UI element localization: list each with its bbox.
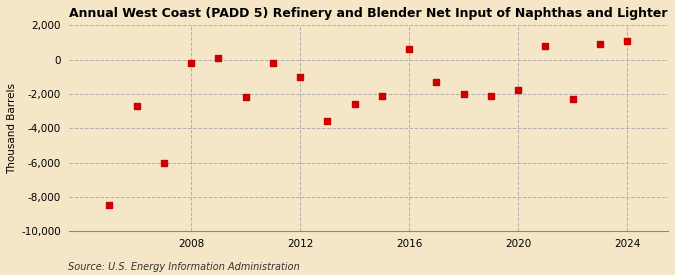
Point: [267, 61, 278, 65]
Point: [513, 88, 524, 93]
Point: [540, 44, 551, 48]
Point: [404, 47, 414, 51]
Point: [431, 80, 442, 84]
Point: [186, 61, 196, 65]
Title: Annual West Coast (PADD 5) Refinery and Blender Net Input of Naphthas and Lighte: Annual West Coast (PADD 5) Refinery and …: [69, 7, 668, 20]
Point: [322, 119, 333, 123]
Text: Source: U.S. Energy Information Administration: Source: U.S. Energy Information Administ…: [68, 262, 299, 272]
Point: [595, 42, 605, 46]
Point: [485, 94, 496, 98]
Y-axis label: Thousand Barrels: Thousand Barrels: [7, 83, 17, 174]
Point: [458, 92, 469, 96]
Point: [213, 56, 224, 60]
Point: [349, 102, 360, 106]
Point: [295, 75, 306, 79]
Point: [377, 94, 387, 98]
Point: [622, 39, 632, 43]
Point: [104, 203, 115, 208]
Point: [159, 160, 169, 165]
Point: [240, 95, 251, 100]
Point: [567, 97, 578, 101]
Point: [131, 104, 142, 108]
